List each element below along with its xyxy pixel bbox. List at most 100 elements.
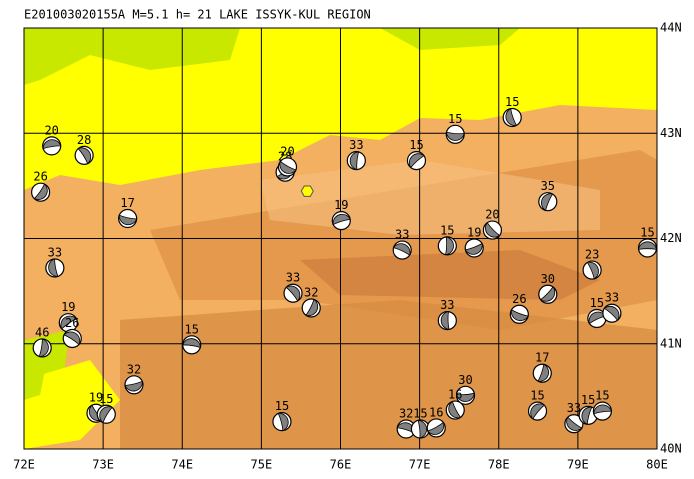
beachball-quadrant	[464, 242, 483, 255]
depth-label: 15	[413, 407, 427, 421]
beachball-quadrant	[349, 151, 360, 171]
lon-label: 72E	[13, 458, 35, 472]
depth-label: 15	[448, 112, 462, 126]
beachball	[301, 298, 321, 318]
beachball	[502, 107, 522, 128]
beachball	[509, 304, 529, 324]
beachball	[564, 414, 584, 434]
beachball-quadrant	[118, 214, 138, 226]
depth-label: 30	[541, 272, 555, 286]
beachball-quadrant	[99, 406, 113, 424]
lat-label: 44N	[660, 21, 682, 35]
beachball-quadrant	[279, 160, 297, 174]
beachball	[437, 310, 457, 331]
beachball	[464, 238, 484, 258]
lat-label: 43N	[660, 126, 682, 140]
depth-label: 15	[440, 223, 454, 237]
depth-label: 33	[395, 228, 409, 242]
lon-label: 75E	[251, 458, 273, 472]
beachball-quadrant	[485, 222, 501, 238]
lon-label: 77E	[409, 458, 431, 472]
depth-label: 15	[409, 138, 423, 152]
beachball-quadrant	[305, 298, 319, 317]
beachball-quadrant	[63, 331, 81, 346]
depth-label: 20	[44, 123, 58, 137]
depth-label: 33	[440, 298, 454, 312]
beachball	[426, 418, 446, 438]
beachball-quadrant	[417, 419, 428, 439]
lon-label: 78E	[488, 458, 510, 472]
beachball	[96, 404, 116, 424]
beachball-quadrant	[530, 403, 545, 420]
depth-label: 19	[61, 300, 75, 314]
beachball	[346, 151, 366, 171]
beachball	[277, 157, 298, 177]
depth-label: 15	[185, 322, 199, 336]
beachball-quadrant	[539, 286, 556, 302]
beachball	[58, 313, 78, 333]
beachball-quadrant	[277, 413, 289, 432]
depth-label: 15	[581, 393, 595, 407]
beachball	[582, 260, 602, 280]
beachball	[455, 385, 476, 405]
depth-label: 17	[535, 351, 549, 365]
depth-label: 19	[334, 198, 348, 212]
depth-label: 15	[595, 389, 609, 403]
beachball-quadrant	[566, 416, 583, 431]
beachball	[445, 124, 465, 144]
beachball-quadrant	[456, 392, 475, 402]
depth-label: 26	[33, 170, 47, 184]
depth-label: 16	[429, 405, 443, 419]
depth-label: 15	[590, 296, 604, 310]
beachball-quadrant	[392, 243, 411, 256]
lat-label: 41N	[660, 336, 682, 350]
lat-label: 42N	[660, 231, 682, 245]
beachball	[42, 136, 62, 156]
beachball-quadrant	[408, 153, 425, 169]
beachball	[74, 145, 94, 165]
beachball-quadrant	[42, 139, 62, 150]
beachball	[538, 192, 558, 212]
depth-label: 33	[605, 291, 619, 305]
beachball	[32, 338, 52, 358]
depth-label: 26	[512, 292, 526, 306]
beachball-quadrant	[285, 285, 301, 302]
beachball-quadrant	[60, 315, 78, 330]
depth-label: 35	[541, 179, 555, 193]
beachball	[410, 419, 431, 439]
epicenter	[300, 185, 314, 197]
depth-label: 33	[349, 138, 363, 152]
beachball-quadrant	[38, 338, 49, 357]
lon-label: 79E	[567, 458, 589, 472]
beachball-quadrant	[124, 380, 143, 392]
depth-label: 20	[485, 208, 499, 222]
depth-label: 15	[640, 225, 654, 239]
lat-label: 40N	[660, 442, 682, 456]
depth-label: 19	[89, 391, 103, 405]
beachball	[602, 303, 622, 323]
beachball-quadrant	[48, 258, 59, 277]
lon-label: 80E	[646, 458, 668, 472]
depth-label: 17	[120, 196, 134, 210]
beachball-quadrant	[638, 241, 657, 250]
beachball-quadrant	[77, 147, 92, 165]
beachball-quadrant	[541, 193, 554, 212]
beachball	[482, 220, 503, 240]
depth-label: 15	[530, 389, 544, 403]
lon-label: 76E	[330, 458, 352, 472]
depth-label: 30	[458, 373, 472, 387]
beachball	[587, 308, 607, 329]
beachball	[592, 401, 613, 421]
beachball	[396, 419, 416, 439]
depth-label: 33	[567, 401, 581, 415]
beachball-quadrant	[33, 183, 48, 200]
beachball-quadrant	[586, 261, 599, 280]
depth-label: 19	[467, 225, 481, 239]
map-title: E201003020155A M=5.1 h= 21 LAKE ISSYK-KU…	[24, 8, 371, 22]
depth-label: 32	[399, 407, 413, 421]
beachball	[45, 258, 65, 278]
depth-label: 23	[585, 248, 599, 262]
beachball-quadrant	[581, 406, 593, 425]
depth-label: 16	[448, 388, 462, 402]
